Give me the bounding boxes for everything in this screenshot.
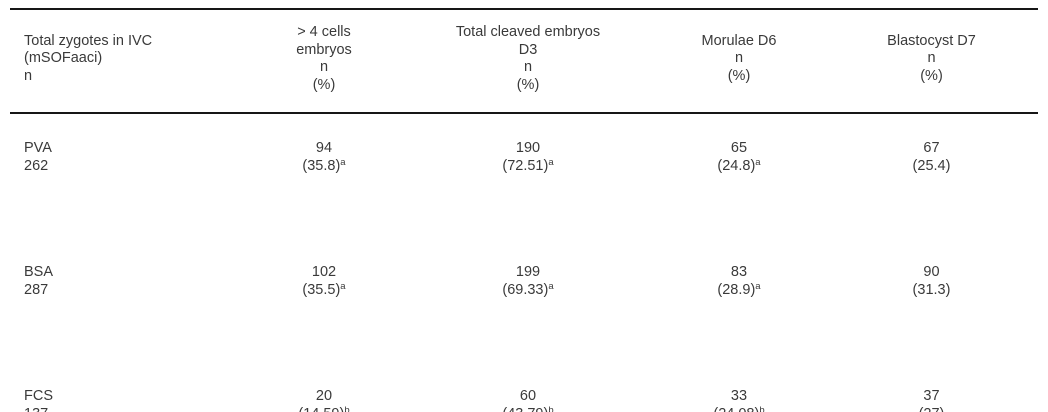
value-cell: 67 (25.4)	[825, 113, 1038, 238]
value-pct-line: (69.33)a	[404, 280, 652, 300]
embryo-development-table: Total zygotes in IVC (mSOFaaci) n > 4 ce…	[10, 8, 1038, 412]
header-line: (%)	[727, 67, 751, 84]
value-pct-line: (35.5)a	[246, 280, 402, 300]
superscript-marker: a	[340, 156, 346, 168]
header-total-zygotes: Total zygotes in IVC (mSOFaaci) n	[10, 9, 245, 113]
value-pct: (27)	[919, 406, 945, 412]
group-count: 137	[24, 406, 244, 412]
header-line: n	[927, 50, 936, 67]
value-pct: (28.9)	[717, 281, 756, 298]
header-morulae-d6: Morulae D6 n (%)	[653, 9, 825, 113]
value-pct: (72.51)	[502, 157, 549, 174]
value-pct-line: (35.8)a	[246, 156, 402, 176]
group-cell: FCS 137	[10, 362, 245, 412]
value-pct-line: (25.4)	[826, 158, 1037, 176]
value-pct-line: (24.8)a	[654, 156, 824, 176]
group-label: BSA	[24, 264, 54, 280]
value-pct-line: (14.59)b	[246, 404, 402, 412]
value-pct-line: (72.51)a	[404, 156, 652, 176]
value-cell: 190 (72.51)a	[403, 113, 653, 238]
header-line: Blastocyst D7	[887, 32, 976, 49]
value-pct: (35.5)	[302, 281, 341, 298]
table-header-row: Total zygotes in IVC (mSOFaaci) n > 4 ce…	[10, 9, 1038, 113]
value-n: 65	[730, 140, 748, 156]
superscript-marker: b	[548, 404, 554, 412]
value-pct: (35.8)	[302, 157, 341, 174]
value-n: 94	[315, 140, 333, 156]
value-pct: (25.4)	[912, 157, 951, 174]
value-n: 83	[730, 264, 748, 280]
group-label: FCS	[24, 388, 53, 404]
header-line: (%)	[312, 76, 336, 93]
header-line: Total zygotes in IVC	[24, 32, 153, 49]
header-line: (%)	[516, 76, 540, 93]
header-line: (%)	[920, 67, 943, 84]
header-line: n	[734, 50, 744, 67]
group-label: PVA	[24, 140, 52, 156]
header-line: (mSOFaaci)	[24, 50, 103, 67]
value-n: 199	[515, 264, 541, 280]
paper-table-page: Total zygotes in IVC (mSOFaaci) n > 4 ce…	[0, 8, 1048, 412]
value-cell: 37 (27)	[825, 362, 1038, 412]
superscript-marker: b	[759, 404, 765, 412]
value-n: 102	[311, 264, 337, 280]
value-n: 90	[923, 264, 940, 280]
header-line: D3	[518, 41, 538, 58]
group-cell: PVA 262	[10, 113, 245, 238]
superscript-marker: a	[340, 280, 346, 292]
header-line: n	[523, 59, 533, 75]
value-n: 33	[730, 388, 748, 404]
value-cell: 65 (24.8)a	[653, 113, 825, 238]
value-cell: 90 (31.3)	[825, 238, 1038, 362]
value-pct: (24.8)	[717, 157, 756, 174]
table-row-fcs: FCS 137 20 (14.59)b 60 (43.79)b 33 (24.0…	[10, 362, 1038, 412]
value-pct: (69.33)	[502, 281, 549, 298]
superscript-marker: b	[344, 404, 350, 412]
group-count: 287	[24, 281, 49, 298]
value-cell: 60 (43.79)b	[403, 362, 653, 412]
value-n: 20	[315, 388, 333, 404]
value-pct: (24.08)	[713, 406, 759, 412]
value-pct: (31.3)	[912, 281, 951, 298]
value-cell: 102 (35.5)a	[245, 238, 403, 362]
group-count: 262	[24, 157, 49, 174]
value-pct: (43.79)	[502, 406, 548, 412]
value-n: 60	[519, 388, 537, 404]
header-line: Total cleaved embryos	[455, 24, 601, 40]
value-pct-line: (24.08)b	[654, 404, 824, 412]
header-line: embryos	[296, 41, 352, 58]
header-line: n	[319, 59, 329, 75]
value-n: 37	[923, 388, 940, 404]
header-4cells-embryos: > 4 cells embryos n (%)	[245, 9, 403, 113]
value-cell: 83 (28.9)a	[653, 238, 825, 362]
value-cell: 33 (24.08)b	[653, 362, 825, 412]
value-cell: 94 (35.8)a	[245, 113, 403, 238]
header-line: > 4 cells	[297, 24, 351, 40]
value-pct-line: (31.3)	[826, 282, 1037, 300]
group-cell: BSA 287	[10, 238, 245, 362]
value-pct-line: (28.9)a	[654, 280, 824, 300]
superscript-marker: a	[548, 156, 554, 168]
table-row-bsa: BSA 287 102 (35.5)a 199 (69.33)a 83 (28.…	[10, 238, 1038, 362]
header-blastocyst-d7: Blastocyst D7 n (%)	[825, 9, 1038, 113]
superscript-marker: a	[755, 280, 761, 292]
value-cell: 199 (69.33)a	[403, 238, 653, 362]
header-total-cleaved-d3: Total cleaved embryos D3 n (%)	[403, 9, 653, 113]
value-n: 190	[515, 140, 541, 156]
table-row-pva: PVA 262 94 (35.8)a 190 (72.51)a 65 (24.8…	[10, 113, 1038, 238]
value-cell: 20 (14.59)b	[245, 362, 403, 412]
superscript-marker: a	[755, 156, 761, 168]
value-pct-line: (27)	[826, 406, 1037, 412]
header-line: Morulae D6	[701, 32, 777, 49]
header-line: n	[24, 67, 33, 84]
value-n: 67	[923, 140, 940, 156]
value-pct: (14.59)	[298, 406, 344, 412]
superscript-marker: a	[548, 280, 554, 292]
value-pct-line: (43.79)b	[404, 404, 652, 412]
